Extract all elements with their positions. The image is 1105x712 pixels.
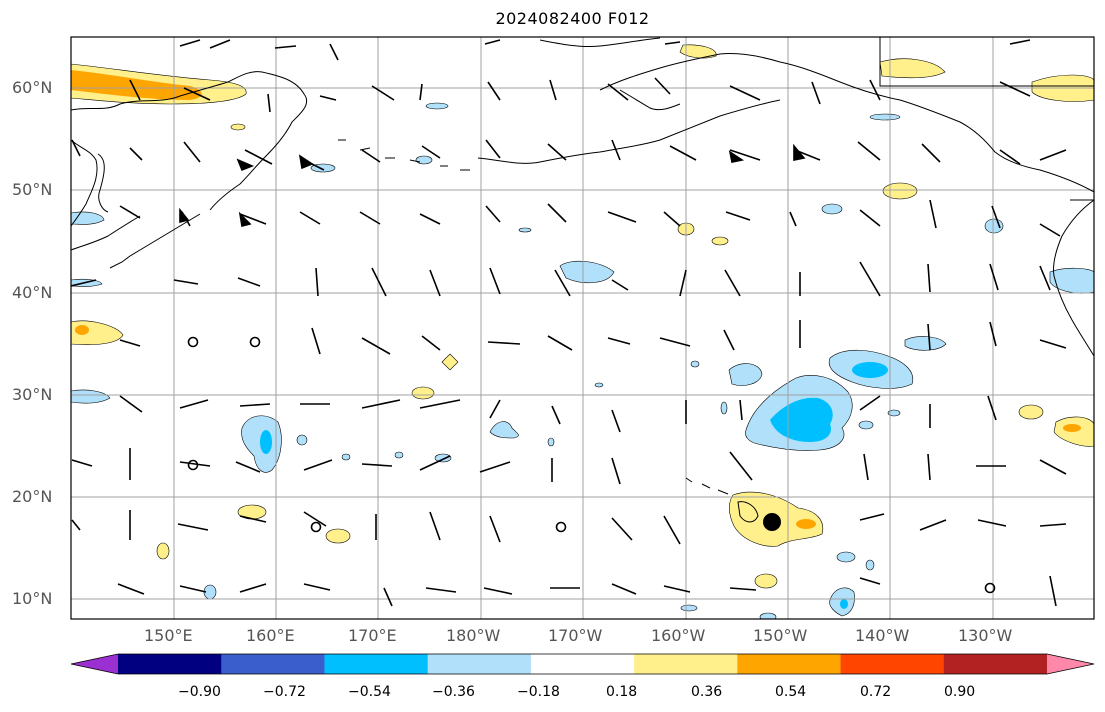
colorbar-tick-3: −0.36 bbox=[432, 684, 475, 700]
lat-label-40n: 40°N bbox=[12, 283, 53, 302]
colorbar-cell-0 bbox=[118, 654, 222, 674]
lat-label-60n: 60°N bbox=[12, 78, 53, 97]
hawaii-islands bbox=[685, 477, 759, 523]
colorbar-cell-4 bbox=[530, 654, 635, 674]
lat-label-30n: 30°N bbox=[12, 385, 53, 404]
lon-label-140w: 140°W bbox=[855, 626, 910, 645]
colorbar-cell-7 bbox=[840, 654, 945, 674]
colorbar-extend-low bbox=[71, 654, 118, 674]
colorbar-tick-6: 0.36 bbox=[691, 684, 723, 700]
colorbar-cell-8 bbox=[943, 654, 1048, 674]
lat-label-50n: 50°N bbox=[12, 180, 53, 199]
colorbar-tick-2: −0.54 bbox=[348, 684, 391, 700]
lat-label-20n: 20°N bbox=[12, 487, 53, 506]
colorbar-tick-0: −0.90 bbox=[178, 684, 221, 700]
lon-label-150e: 150°E bbox=[144, 626, 193, 645]
colorbar-tick-1: −0.72 bbox=[263, 684, 306, 700]
lon-label-160w: 160°W bbox=[651, 626, 706, 645]
colorbar-extend-high bbox=[1047, 654, 1094, 674]
lon-label-170w: 170°W bbox=[548, 626, 603, 645]
colorbar-tick-4: −0.18 bbox=[517, 684, 560, 700]
lon-label-150w: 150°W bbox=[753, 626, 808, 645]
wind-barbs bbox=[71, 39, 1067, 607]
colorbar-tick-5: 0.18 bbox=[606, 684, 638, 700]
colorbar-cell-6 bbox=[737, 654, 842, 674]
colorbar-tick-9: 0.90 bbox=[944, 684, 976, 700]
coastlines bbox=[71, 37, 1094, 357]
gridlines bbox=[71, 37, 1094, 619]
lon-label-170e: 170°E bbox=[348, 626, 397, 645]
map-frame bbox=[70, 36, 1095, 620]
calm-wind-circles bbox=[187, 336, 996, 594]
colorbar-cell-5 bbox=[634, 654, 738, 674]
lon-label-180w: 180°W bbox=[446, 626, 501, 645]
colorbar-tick-7: 0.54 bbox=[775, 684, 807, 700]
colorbar bbox=[70, 653, 1095, 675]
lon-label-160e: 160°E bbox=[246, 626, 295, 645]
lat-label-10n: 10°N bbox=[12, 589, 53, 608]
colorbar-cell-3 bbox=[427, 654, 532, 674]
colorbar-cell-1 bbox=[221, 654, 325, 674]
colorbar-tick-8: 0.72 bbox=[860, 684, 892, 700]
map-title: 2024082400 F012 bbox=[495, 9, 650, 28]
lon-label-130w: 130°W bbox=[958, 626, 1013, 645]
colorbar-cell-2 bbox=[324, 654, 429, 674]
storm-center-marker bbox=[763, 513, 781, 531]
